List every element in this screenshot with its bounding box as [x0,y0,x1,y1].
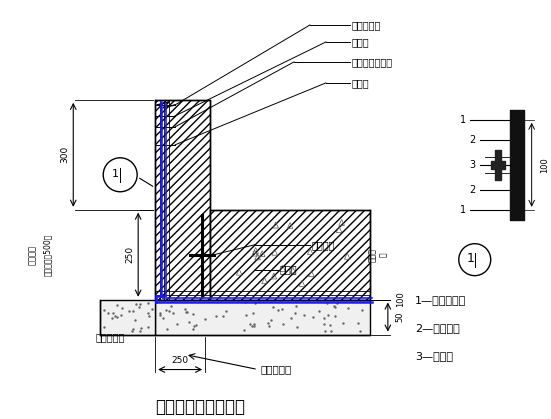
Text: 1—卷材防水层: 1—卷材防水层 [415,295,466,305]
Text: 300: 300 [61,146,70,163]
Text: 防水层: 防水层 [352,37,370,47]
Text: 砼底板: 砼底板 [280,265,298,275]
Text: 水泥沙浆找平层: 水泥沙浆找平层 [352,57,393,67]
Text: 底板厚
度: 底板厚 度 [368,248,387,261]
Text: 1: 1 [467,252,475,265]
Text: 100: 100 [396,292,405,308]
Text: 250: 250 [171,356,188,365]
Text: 2: 2 [469,135,476,145]
Text: 100: 100 [539,157,549,173]
Text: 防水保护层: 防水保护层 [352,20,381,30]
Text: （人防外墙500）: （人防外墙500） [43,233,52,276]
Text: 导墙及防水细部做法: 导墙及防水细部做法 [155,398,245,416]
Text: 止水钢板: 止水钢板 [312,240,336,250]
Polygon shape [210,210,370,300]
Polygon shape [155,300,370,335]
Text: 卷材附加层: 卷材附加层 [260,365,291,375]
Text: 砼墙体: 砼墙体 [352,78,370,88]
Text: 250: 250 [126,246,134,263]
Polygon shape [100,300,155,335]
Text: 1: 1 [112,169,118,179]
Text: 1: 1 [460,115,466,125]
Text: 2: 2 [469,185,476,195]
Text: 2—密封材料: 2—密封材料 [415,323,460,333]
Text: 3: 3 [469,160,476,170]
Text: 永久保护墙: 永久保护墙 [95,332,125,342]
Text: 50: 50 [396,312,405,322]
Text: 1: 1 [460,205,466,215]
Text: 3—盖缝条: 3—盖缝条 [415,351,453,361]
Polygon shape [155,100,210,300]
Text: 底板厚度: 底板厚度 [28,245,37,265]
